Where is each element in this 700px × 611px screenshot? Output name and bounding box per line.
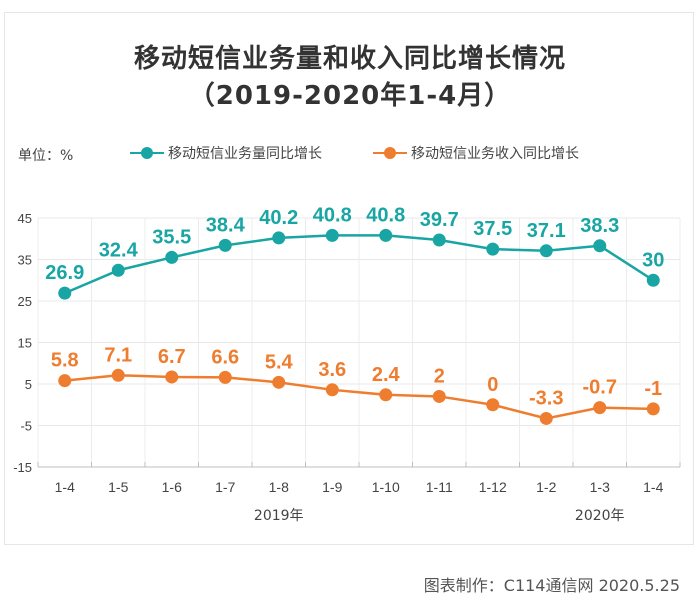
x-tick-label: 1-6 [162, 479, 182, 495]
data-point [218, 238, 232, 252]
data-point [111, 368, 125, 382]
data-point [593, 239, 607, 253]
data-point [58, 286, 72, 300]
legend-item-volume: 移动短信业务量同比增长 [130, 143, 322, 163]
legend-label-revenue: 移动短信业务收入同比增长 [411, 146, 579, 162]
data-point [165, 250, 179, 264]
x-tick-label: 1-11 [426, 479, 453, 495]
data-point [646, 402, 660, 416]
x-tick-label: 1-3 [590, 479, 610, 495]
y-tick-label: 45 [18, 211, 32, 226]
footer-credit: 图表制作：C114通信网 2020.5.25 [423, 576, 680, 595]
data-label: 32.4 [99, 239, 139, 261]
unit-label: 单位：% [18, 148, 74, 164]
x-tick-label: 1-5 [108, 479, 128, 495]
chart-frame [4, 12, 694, 545]
x-tick-label: 1-4 [643, 479, 663, 495]
data-label: -3.3 [529, 387, 563, 409]
year-group-label: 2019年 [254, 508, 304, 524]
data-point [486, 242, 500, 256]
legend-swatch-revenue [373, 147, 407, 159]
x-tick-label: 1-2 [536, 479, 556, 495]
y-tick-label: -15 [13, 460, 32, 475]
data-point [325, 228, 339, 242]
series-line-0 [64, 234, 654, 295]
data-point [539, 244, 553, 258]
data-point [432, 389, 446, 403]
data-point [58, 374, 72, 388]
data-point [218, 370, 232, 384]
data-label: 35.5 [152, 226, 191, 248]
data-label: -1 [644, 378, 662, 400]
x-tick-label: 1-7 [215, 479, 235, 495]
data-label: 5.4 [265, 351, 294, 373]
legend-item-revenue: 移动短信业务收入同比增长 [373, 143, 579, 163]
data-point [539, 411, 553, 425]
data-point [272, 375, 286, 389]
data-label: 40.2 [259, 207, 298, 229]
y-tick-label: 25 [18, 294, 32, 309]
data-point [593, 401, 607, 415]
x-tick-label: 1-8 [269, 479, 289, 495]
data-label: 37.1 [527, 220, 566, 242]
data-point [272, 231, 286, 245]
data-point [646, 273, 660, 287]
series-line-1 [64, 374, 654, 420]
data-label: 38.3 [580, 215, 619, 237]
y-tick-label: 15 [18, 336, 32, 351]
y-tick-label: 35 [18, 253, 32, 268]
data-label: 6.7 [158, 346, 186, 368]
data-label: 38.4 [206, 214, 246, 236]
data-point [165, 370, 179, 384]
data-label: 3.6 [318, 359, 346, 381]
x-tick-label: 1-4 [55, 479, 75, 495]
data-point [325, 383, 339, 397]
year-group-label: 2020年 [575, 508, 625, 524]
data-label: 30 [642, 249, 664, 271]
data-label: 40.8 [366, 204, 405, 226]
data-label: 39.7 [420, 209, 459, 231]
data-point [379, 388, 393, 402]
y-tick-label: 5 [25, 377, 32, 392]
chart-subtitle: （2019-2020年1-4月） [188, 81, 512, 111]
data-label: 2 [434, 365, 445, 387]
data-point [111, 263, 125, 277]
data-label: 37.5 [473, 218, 512, 240]
x-tick-label: 1-10 [372, 479, 400, 495]
x-tick-label: 1-9 [322, 479, 342, 495]
data-point [379, 228, 393, 242]
data-label: 26.9 [45, 262, 84, 284]
data-label: 7.1 [104, 344, 132, 366]
data-label: 6.6 [211, 346, 239, 368]
data-point [486, 398, 500, 412]
data-label: 5.8 [51, 350, 79, 372]
data-label: 2.4 [372, 364, 401, 386]
data-label: 40.8 [313, 204, 352, 226]
data-label: -0.7 [583, 377, 617, 399]
data-point [432, 233, 446, 247]
data-label: 0 [487, 374, 498, 396]
chart-title: 移动短信业务量和收入同比增长情况 [133, 44, 566, 74]
legend-swatch-volume [130, 147, 164, 159]
y-tick-label: -5 [20, 419, 32, 434]
legend-label-volume: 移动短信业务量同比增长 [168, 146, 322, 162]
x-tick-label: 1-12 [479, 479, 507, 495]
